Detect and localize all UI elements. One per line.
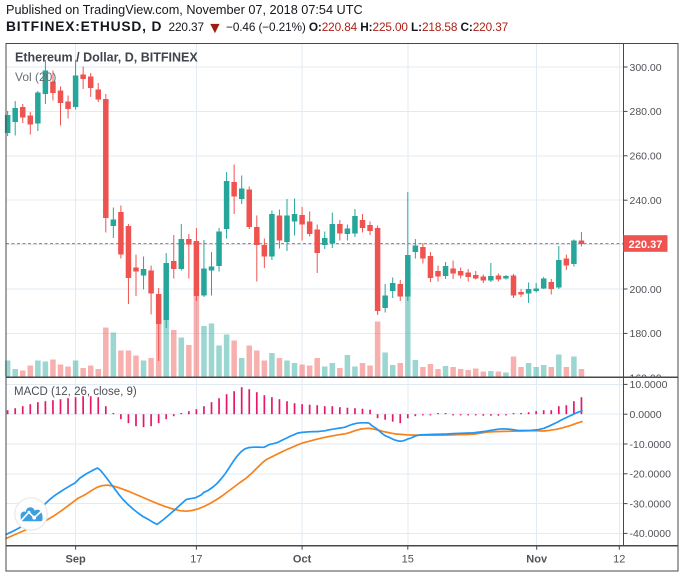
svg-text:220.37: 220.37 — [629, 239, 663, 251]
svg-text:-40.0000: -40.0000 — [630, 528, 672, 540]
svg-text:12: 12 — [613, 554, 625, 566]
svg-text:160.00: 160.00 — [630, 372, 662, 384]
svg-text:Oct: Oct — [293, 554, 312, 566]
svg-text:0.0000: 0.0000 — [630, 409, 662, 421]
svg-text:-30.0000: -30.0000 — [630, 498, 672, 510]
svg-text:17: 17 — [190, 554, 202, 566]
svg-text:-20.0000: -20.0000 — [630, 469, 672, 481]
svg-text:15: 15 — [402, 554, 414, 566]
svg-text:280.00: 280.00 — [630, 106, 662, 118]
svg-text:200.00: 200.00 — [630, 284, 662, 296]
svg-text:Ethereum / Dollar, D, BITFINEX: Ethereum / Dollar, D, BITFINEX — [15, 51, 198, 65]
svg-text:240.00: 240.00 — [630, 195, 662, 207]
svg-text:260.00: 260.00 — [630, 151, 662, 163]
svg-text:Sep: Sep — [66, 554, 86, 566]
svg-text:300.00: 300.00 — [630, 62, 662, 74]
svg-text:Nov: Nov — [526, 554, 548, 566]
svg-text:180.00: 180.00 — [630, 328, 662, 340]
svg-text:-10.0000: -10.0000 — [630, 439, 672, 451]
svg-text:10.0000: 10.0000 — [630, 379, 668, 391]
svg-text:Vol (20): Vol (20) — [15, 70, 56, 84]
svg-text:MACD (12, 26, close, 9): MACD (12, 26, close, 9) — [14, 386, 137, 398]
